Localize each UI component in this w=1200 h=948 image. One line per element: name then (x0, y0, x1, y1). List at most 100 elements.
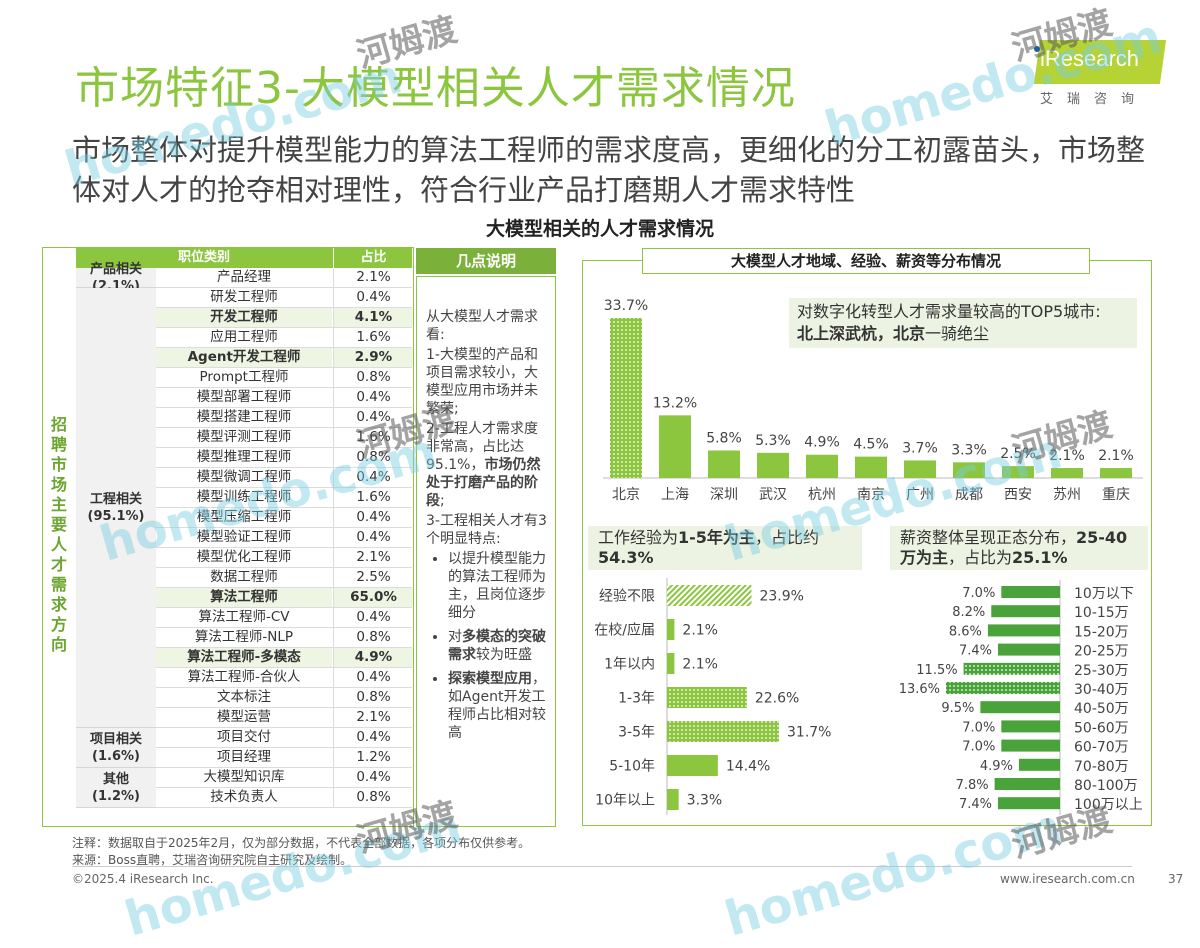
table-row: 应用工程师 1.6% (156, 328, 412, 348)
city-data-label: 2.1% (1098, 448, 1134, 464)
salary-data-label: 4.9% (980, 759, 1013, 774)
table-row: 算法工程师-多模态 4.9% (156, 648, 413, 668)
section-heading: 大模型相关的人才需求情况 (485, 218, 714, 240)
experience-note: 工作经验为1-5年为主，占比约 54.3% (588, 526, 862, 570)
note-bullet-3: 探索模型应用，如Agent开发工程师占比相对较高 (448, 670, 550, 742)
salary-data-label: 8.6% (949, 624, 982, 639)
share-cell: 1.6% (333, 428, 413, 447)
role-cell: 算法工程师-多模态 (156, 648, 332, 667)
salary-bar (991, 605, 1060, 618)
page-subtitle: 市场整体对提升模型能力的算法工程师的需求度高，更细化的分工初露苗头，市场整体对人… (72, 133, 1146, 207)
share-cell: 0.4% (333, 288, 413, 307)
city-bar (757, 452, 789, 478)
role-cell: 模型推理工程师 (196, 449, 292, 465)
table-row: Prompt工程师 0.8% (156, 368, 412, 388)
share-cell: 1.6% (333, 328, 413, 347)
table-row: 技术负责人 0.8% (156, 788, 412, 808)
experience-bar (667, 619, 675, 640)
website-link[interactable]: www.iresearch.com.cn (1000, 872, 1135, 886)
city-bar (806, 454, 838, 478)
category-cell: 项目相关 (1.6%) (76, 728, 156, 768)
share-cell: 65.0% (333, 588, 413, 607)
share-cell: 0.8% (333, 688, 413, 707)
share-cell: 2.1% (333, 708, 413, 727)
note-bullet-2: 对多模态的突破需求较为旺盛 (448, 628, 550, 664)
table-row: 模型部署工程师 0.4% (156, 388, 412, 408)
share-cell: 0.4% (333, 468, 413, 487)
city-data-label: 3.7% (902, 440, 938, 456)
notes-body: 从大模型人才需求看: 1-大模型的产品和项目需求较小，大模型应用市场并未繁荣; … (426, 308, 550, 748)
salary-bar (946, 682, 1060, 694)
city-bar (953, 462, 985, 478)
role-cell: 算法工程师 (156, 588, 332, 607)
note-bullets: 以提升模型能力的算法工程师为主，且岗位逐步细分 对多模态的突破需求较为旺盛 探索… (426, 550, 550, 742)
salary-bar-chart: 7.0% 10万以下 8.2% 10-15万 8.6% 15-20万 7.4% 20-25万 1… (899, 580, 1143, 815)
city-tick-label: 武汉 (759, 487, 787, 503)
salary-tick-label: 10-15万 (1074, 605, 1129, 621)
role-cell: 应用工程师 (210, 329, 278, 345)
note-point-3: 3-工程相关人才有3个明显特点: (426, 513, 547, 547)
role-cell: 项目交付 (217, 729, 271, 745)
header-share: 占比 (333, 248, 413, 268)
role-cell: 项目经理 (217, 749, 271, 765)
table-row: 模型压缩工程师 0.4% (156, 508, 412, 528)
share-cell: 0.4% (333, 508, 413, 527)
city-tick-label: 成都 (955, 487, 983, 503)
experience-bar (667, 721, 779, 742)
city-data-label: 4.5% (853, 437, 889, 453)
share-cell: 0.8% (333, 368, 413, 387)
role-cell: 模型搭建工程师 (196, 409, 292, 425)
salary-tick-label: 25-30万 (1074, 663, 1129, 679)
note-point-2: 2-工程人才需求度非常高，占比达95.1%，市场仍然处于打磨产品的阶段; (426, 421, 541, 509)
copyright: ©2025.4 iResearch Inc. (72, 872, 214, 886)
salary-data-label: 7.4% (959, 644, 992, 659)
table-row: 模型评测工程师 1.6% (156, 428, 412, 448)
salary-bar (997, 797, 1060, 810)
footnote: 注释：数据取自于2025年2月，仅为部分数据，不代表全部数据，各项分布仅供参考。 (72, 836, 531, 850)
table-row: 模型验证工程师 0.4% (156, 528, 412, 548)
role-cell: 模型压缩工程师 (196, 509, 292, 525)
category-cell: 工程相关 (95.1%) (76, 288, 156, 728)
page-number: 37 (1168, 872, 1184, 886)
salary-bar (997, 643, 1060, 656)
city-tick-label: 苏州 (1053, 487, 1081, 503)
role-cell: 模型评测工程师 (196, 429, 292, 445)
experience-tick-label: 5-10年 (609, 759, 655, 775)
logo-dot (1034, 46, 1040, 52)
charts-svg: 33.7% 北京 13.2% 上海 5.8% 深圳 5.3% 武汉 4.9% 杭州 4.5% 南京 3.… (594, 298, 1143, 815)
notes-frame (416, 276, 556, 827)
salary-tick-label: 80-100万 (1074, 778, 1138, 794)
experience-bar (667, 755, 718, 776)
distribution-heading: 大模型人才地域、经验、薪资等分布情况 (642, 248, 1090, 274)
city-tick-label: 杭州 (808, 487, 836, 503)
city-bar-chart: 33.7% 北京 13.2% 上海 5.8% 深圳 5.3% 武汉 4.9% 杭州 4.5% 南京 3.… (603, 298, 1143, 503)
table-row: 算法工程师-合伙人 0.4% (156, 668, 412, 688)
city-tick-label: 北京 (612, 487, 640, 503)
city-bar (610, 318, 642, 478)
city-bar (1002, 466, 1034, 478)
table-row: 模型运营 2.1% (156, 708, 412, 728)
experience-tick-label: 1-3年 (618, 691, 655, 707)
note-intro: 从大模型人才需求看: (426, 309, 538, 343)
table-row: 模型微调工程师 0.4% (156, 468, 412, 488)
page-title: 市场特征3-大模型相关人才需求情况 (75, 63, 796, 114)
role-cell: 模型运营 (217, 709, 271, 725)
role-cell: Agent开发工程师 (156, 348, 332, 367)
salary-data-label: 7.0% (962, 740, 995, 755)
salary-tick-label: 70-80万 (1074, 759, 1129, 775)
salary-bar (1001, 586, 1060, 598)
salary-data-label: 7.4% (959, 797, 992, 812)
city-tick-label: 南京 (857, 487, 885, 503)
table-row: 算法工程师 65.0% (156, 588, 413, 608)
header-role: 职位类别 (177, 250, 230, 265)
share-cell: 2.1% (333, 268, 413, 287)
experience-data-label: 22.6% (755, 691, 799, 707)
role-cell: 模型训练工程师 (196, 489, 292, 505)
footer-divider (72, 866, 1132, 867)
city-bar (659, 415, 691, 478)
salary-data-label: 7.0% (962, 720, 995, 735)
table-row: 项目交付 0.4% (156, 728, 412, 748)
role-cell: 模型优化工程师 (196, 549, 292, 565)
salary-data-label: 9.5% (941, 701, 974, 716)
table-row: 开发工程师 4.1% (156, 308, 413, 328)
